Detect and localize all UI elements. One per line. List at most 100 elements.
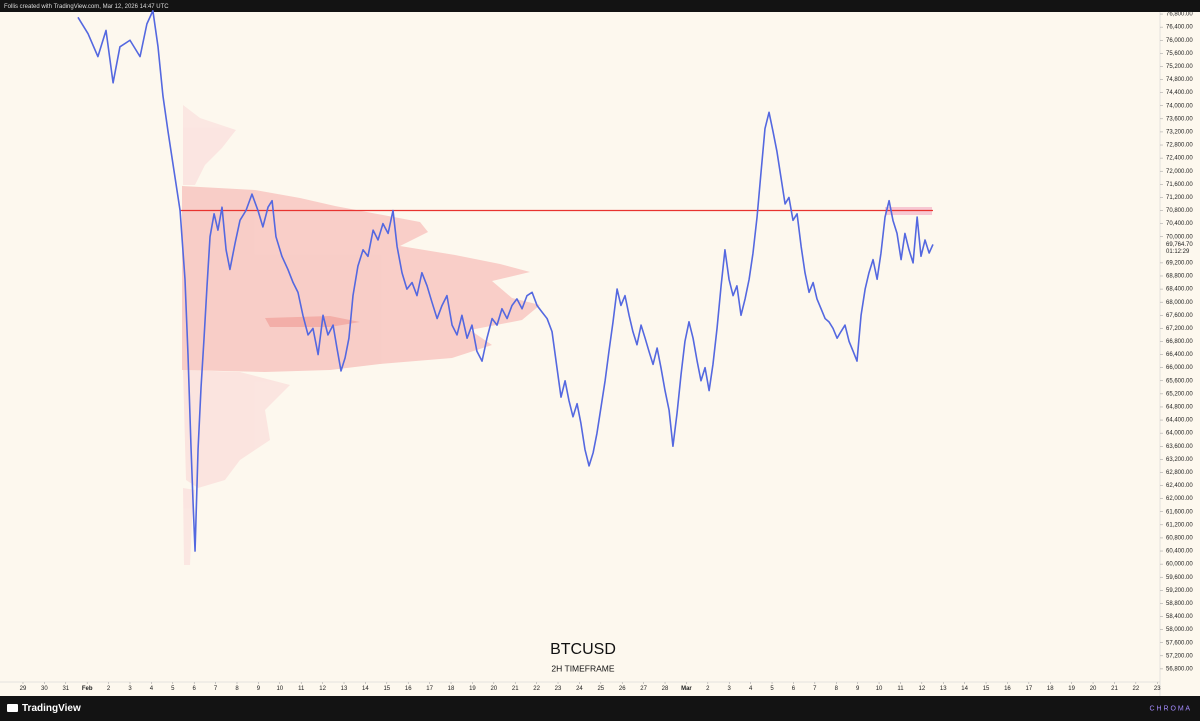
y-tick-label: 62,400.00 [1166,483,1193,489]
x-tick-label: 12 [918,686,925,692]
y-tick-label: 58,400.00 [1166,614,1193,620]
y-tick-label: 61,200.00 [1166,522,1193,528]
y-tick-label: 70,400.00 [1166,221,1193,227]
x-tick-label: 10 [876,686,883,692]
y-tick-label: 68,000.00 [1166,300,1193,306]
x-tick-label: 13 [940,686,947,692]
y-tick-label: 64,000.00 [1166,431,1193,437]
y-tick-label: 69,200.00 [1166,260,1193,266]
price-line [77,9,934,552]
countdown: 01:12:29 [1166,249,1190,255]
y-tick-label: 75,200.00 [1166,64,1193,70]
y-tick-label: 67,600.00 [1166,313,1193,319]
x-tick-label: 11 [298,686,305,692]
y-tick-label: 62,800.00 [1166,470,1193,476]
y-tick-label: 71,600.00 [1166,182,1193,188]
y-tick-label: 61,600.00 [1166,509,1193,515]
x-tick-label: 2 [706,686,710,692]
x-tick-label: 7 [214,686,218,692]
x-tick-label: 14 [961,686,968,692]
x-tick-label: 17 [1026,686,1033,692]
x-tick-label: 15 [983,686,990,692]
x-tick-label: 26 [619,686,626,692]
x-tick-label: 24 [576,686,583,692]
top-bar [0,0,1200,12]
y-tick-label: 65,600.00 [1166,378,1193,384]
x-tick-label: 10 [276,686,283,692]
y-tick-label: 62,000.00 [1166,496,1193,502]
y-tick-label: 65,200.00 [1166,391,1193,397]
y-tick-label: 57,200.00 [1166,653,1193,659]
bottom-bar [0,696,1200,721]
y-tick-label: 64,800.00 [1166,405,1193,411]
x-tick-label: 7 [813,686,817,692]
volume-profile [182,105,540,565]
y-tick-label: 63,600.00 [1166,444,1193,450]
x-tick-label: 21 [1111,686,1118,692]
y-tick-label: 73,600.00 [1166,116,1193,122]
x-tick-label: 22 [1133,686,1140,692]
x-tick-label: 11 [897,686,904,692]
x-tick-label: 20 [490,686,497,692]
brand-logo [7,704,18,712]
x-tick-label: 20 [1090,686,1097,692]
y-tick-label: 76,800.00 [1166,12,1193,18]
x-tick-label: 19 [469,686,476,692]
x-tick-label: 5 [171,686,175,692]
x-tick-label: 18 [448,686,455,692]
y-tick-label: 64,400.00 [1166,418,1193,424]
y-tick-label: 74,400.00 [1166,90,1193,96]
profile-node [265,316,360,327]
y-tick-label: 70,000.00 [1166,234,1193,240]
x-tick-label: 8 [235,686,239,692]
x-tick-label: 3 [728,686,732,692]
x-tick-label: 6 [792,686,796,692]
chart-subtitle: 2H TIMEFRAME [551,663,614,673]
y-tick-label: 68,400.00 [1166,287,1193,293]
x-tick-label: 15 [383,686,390,692]
y-tick-label: 63,200.00 [1166,457,1193,463]
y-tick-label: 71,200.00 [1166,195,1193,201]
last-price-label: 69,764.70 [1166,242,1193,248]
x-tick-label: Mar [681,686,692,692]
x-tick-label: 16 [405,686,412,692]
x-tick-label: 3 [128,686,132,692]
y-tick-label: 74,800.00 [1166,77,1193,83]
x-tick-label: 23 [1154,686,1161,692]
x-tick-label: 9 [856,686,860,692]
y-tick-label: 58,800.00 [1166,601,1193,607]
profile-lower-tail [183,370,290,488]
x-tick-label: 17 [426,686,433,692]
watermark: C H R O M A [1150,705,1191,712]
x-tick-label: 2 [107,686,111,692]
x-tick-label: 31 [62,686,69,692]
y-tick-label: 68,800.00 [1166,274,1193,280]
y-tick-label: 72,800.00 [1166,143,1193,149]
y-tick-label: 66,000.00 [1166,365,1193,371]
y-tick-label: 66,800.00 [1166,339,1193,345]
x-tick-label: 27 [640,686,647,692]
x-tick-label: 21 [512,686,519,692]
x-tick-label: 6 [193,686,197,692]
x-tick-label: 30 [41,686,48,692]
y-tick-label: 59,200.00 [1166,588,1193,594]
x-tick-label: 23 [555,686,562,692]
x-tick-label: 18 [1047,686,1054,692]
x-tick-label: 8 [835,686,839,692]
x-tick-label: 14 [362,686,369,692]
y-tick-label: 56,800.00 [1166,666,1193,672]
x-tick-label: 22 [533,686,540,692]
x-tick-label: 4 [749,686,753,692]
x-tick-label: 12 [319,686,326,692]
x-tick-label: 4 [150,686,154,692]
brand: TradingView [22,703,81,714]
y-tick-label: 57,600.00 [1166,640,1193,646]
y-tick-label: 76,400.00 [1166,25,1193,31]
x-tick-label: 9 [257,686,261,692]
plot: 56,800.00 57,200.00 57,600.00 58,000.00 58,4… [20,9,1193,692]
y-tick-label: 58,000.00 [1166,627,1193,633]
y-tick-label: 74,000.00 [1166,103,1193,109]
x-tick-label: 16 [1004,686,1011,692]
